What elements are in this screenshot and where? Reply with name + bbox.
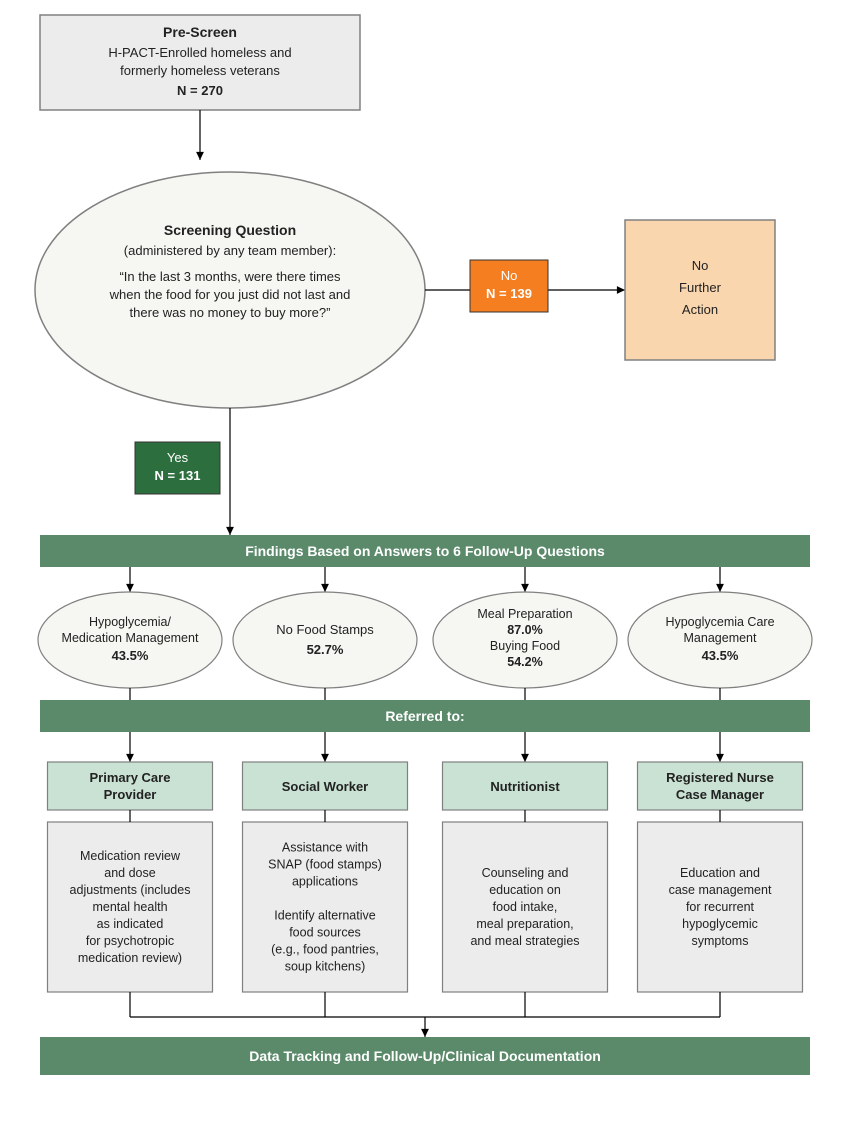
ref-desc-0-1: and dose: [104, 866, 155, 880]
ref-title-3-a: Registered Nurse: [666, 770, 774, 785]
arrow-refbar-to-title-2-head: [521, 754, 529, 762]
ref-desc-1-1: SNAP (food stamps): [268, 858, 382, 872]
ref-desc-2-1: education on: [489, 883, 561, 897]
ref-desc-2-0: Counseling and: [482, 866, 569, 880]
ref-desc-0-2: adjustments (includes: [70, 883, 191, 897]
ref-title-0-a: Primary Care: [90, 770, 171, 785]
arrow-screening-to-noaction-head: [617, 286, 625, 294]
arrow-screening-to-findings-head: [226, 527, 234, 535]
ref-desc-1-4: Identify alternative: [274, 909, 375, 923]
ref-desc-2-2: food intake,: [493, 900, 558, 914]
arrow-refbar-to-title-3-head: [716, 754, 724, 762]
arrow-findings-to-e0-head: [126, 584, 134, 592]
arrow-findings-to-e1-head: [321, 584, 329, 592]
referred-bar-label: Referred to:: [385, 708, 464, 724]
f3-l2: Management: [684, 631, 757, 645]
screening-q-line3: there was no money to buy more?”: [130, 305, 331, 320]
ref-title-0-b: Provider: [104, 787, 157, 802]
f2-l1: Meal Preparation: [477, 607, 572, 621]
no-action-l3: Action: [682, 302, 718, 317]
screening-q-line2: when the food for you just did not last …: [109, 287, 351, 302]
f0-l1: Hypoglycemia/: [89, 615, 172, 629]
pre-screen-line1: H-PACT-Enrolled homeless and: [108, 45, 291, 60]
no-label: No: [501, 268, 518, 283]
no-action-l1: No: [692, 258, 709, 273]
ref-desc-0-4: as indicated: [97, 917, 164, 931]
ref-desc-0-3: mental health: [92, 900, 167, 914]
arrow-converge-to-final-head: [421, 1029, 429, 1037]
ref-title-3-b: Case Manager: [676, 787, 764, 802]
ref-title-2: Nutritionist: [490, 779, 560, 794]
screening-q-title: Screening Question: [164, 222, 296, 238]
f1-pct: 52.7%: [307, 642, 344, 657]
f2-pct: 54.2%: [507, 655, 542, 669]
finding-ellipse-1: [233, 592, 417, 688]
ref-desc-1-6: (e.g., food pantries,: [271, 943, 379, 957]
ref-desc-1-5: food sources: [289, 926, 361, 940]
arrow-refbar-to-title-0-head: [126, 754, 134, 762]
screening-q-sub: (administered by any team member):: [124, 243, 336, 258]
no-n: N = 139: [486, 286, 532, 301]
arrow-prescreen-to-screening-head: [196, 152, 204, 160]
ref-desc-3-1: case management: [669, 883, 772, 897]
arrow-findings-to-e3-head: [716, 584, 724, 592]
arrow-findings-to-e2-head: [521, 584, 529, 592]
ref-desc-0-5: for psychotropic: [86, 934, 174, 948]
f0-pct: 43.5%: [112, 648, 149, 663]
f0-l2: Medication Management: [62, 631, 199, 645]
ref-desc-2-3: meal preparation,: [476, 917, 573, 931]
ref-desc-1-7: soup kitchens): [285, 960, 366, 974]
final-bar-label: Data Tracking and Follow-Up/Clinical Doc…: [249, 1048, 601, 1064]
screening-q-line1: “In the last 3 months, were there times: [119, 269, 341, 284]
pre-screen-n: N = 270: [177, 83, 223, 98]
f2-l2: 87.0%: [507, 623, 542, 637]
ref-desc-3-0: Education and: [680, 866, 760, 880]
yes-n: N = 131: [155, 468, 201, 483]
pre-screen-line2: formerly homeless veterans: [120, 63, 280, 78]
ref-desc-3-2: for recurrent: [686, 900, 755, 914]
ref-desc-3-4: symptoms: [692, 934, 749, 948]
f3-l1: Hypoglycemia Care: [665, 615, 774, 629]
ref-desc-0-6: medication review): [78, 951, 182, 965]
ref-desc-0-0: Medication review: [80, 849, 181, 863]
yes-label: Yes: [167, 450, 189, 465]
f2-l3: Buying Food: [490, 639, 560, 653]
ref-desc-1-0: Assistance with: [282, 841, 368, 855]
f3-pct: 43.5%: [702, 648, 739, 663]
ref-desc-1-2: applications: [292, 875, 358, 889]
no-action-l2: Further: [679, 280, 722, 295]
ref-desc-2-4: and meal strategies: [470, 934, 579, 948]
pre-screen-title: Pre-Screen: [163, 24, 237, 40]
arrow-refbar-to-title-1-head: [321, 754, 329, 762]
findings-bar-label: Findings Based on Answers to 6 Follow-Up…: [245, 543, 605, 559]
f1-l1: No Food Stamps: [276, 622, 374, 637]
ref-title-1: Social Worker: [282, 779, 368, 794]
ref-desc-3-3: hypoglycemic: [682, 917, 758, 931]
